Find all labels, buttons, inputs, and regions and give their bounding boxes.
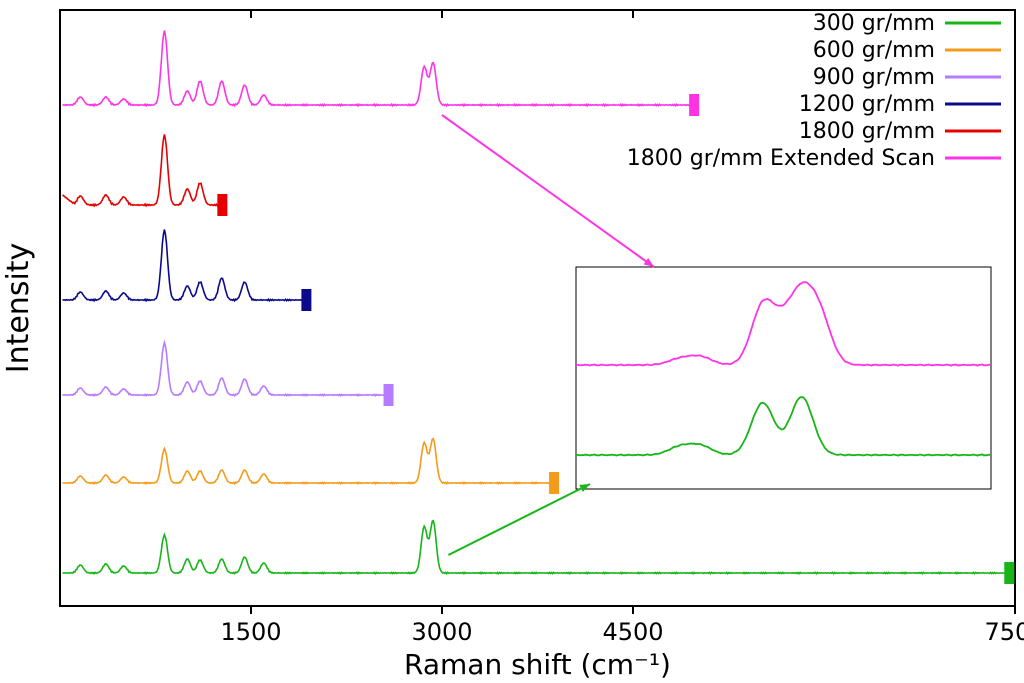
legend-label: 1800 gr/mm Extended Scan (627, 146, 935, 171)
x-tick-label: 1500 (220, 618, 281, 646)
end-marker (217, 194, 227, 216)
spectrum-1800-gr/mm-extended-scan (63, 31, 695, 106)
x-tick-label: 3000 (411, 618, 472, 646)
spectrum-1200-gr/mm (63, 230, 307, 301)
raman-spectra-chart: 1500 3000 4500 7500 Raman shift (cm⁻¹) Intens… (0, 0, 1024, 683)
legend-label: 900 gr/mm (813, 65, 935, 90)
chart-svg: 1500 3000 4500 7500 Raman shift (cm⁻¹) Intens… (0, 0, 1024, 683)
end-marker (549, 472, 559, 494)
y-axis-label: Intensity (1, 243, 36, 374)
legend-label: 300 gr/mm (813, 11, 935, 36)
legend-label: 1200 gr/mm (799, 92, 935, 117)
end-marker (1004, 562, 1014, 584)
spectrum-1800-gr/mm (63, 134, 222, 206)
end-marker (301, 289, 311, 311)
callout-arrow (442, 115, 654, 267)
x-axis-label: Raman shift (cm⁻¹) (404, 648, 671, 681)
spectrum-300-gr/mm (63, 521, 1009, 574)
legend-label: 1800 gr/mm (799, 119, 935, 144)
spectrum-900-gr/mm (63, 343, 389, 396)
end-marker (689, 94, 699, 116)
x-tick-label: 4500 (602, 618, 663, 646)
x-tick-label: 7500 (984, 618, 1024, 646)
callout-arrow (448, 484, 590, 555)
spectrum-600-gr/mm (63, 439, 554, 484)
end-marker (384, 384, 394, 406)
inset-frame (576, 267, 991, 489)
legend-label: 600 gr/mm (813, 38, 935, 63)
